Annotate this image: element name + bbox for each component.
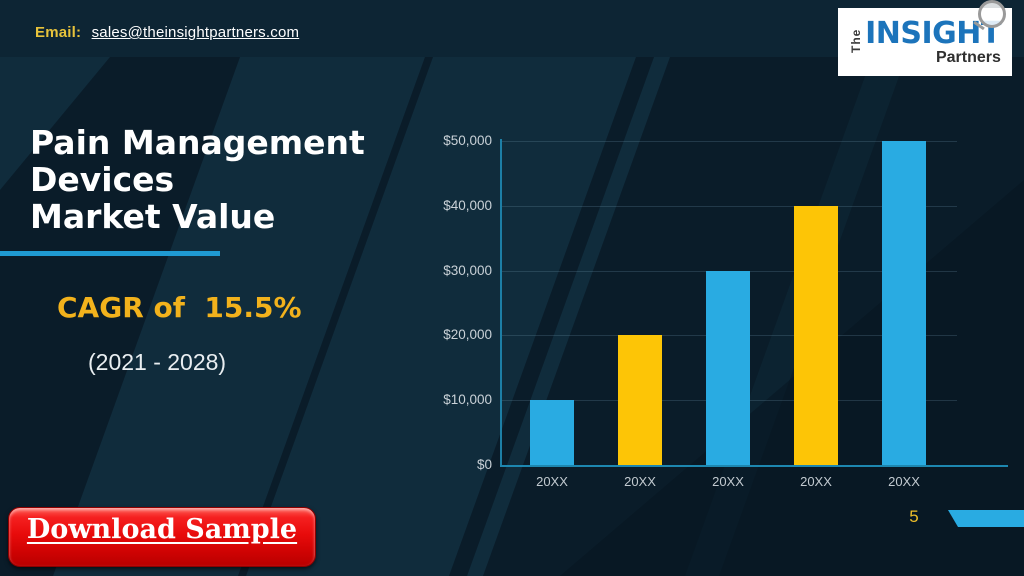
y-axis-line bbox=[500, 139, 502, 467]
forecast-period: (2021 - 2028) bbox=[88, 349, 227, 375]
x-axis-tick-label: 20XX bbox=[712, 474, 744, 489]
gridline bbox=[500, 205, 957, 207]
company-logo: The INSIGHT Partners bbox=[838, 0, 1012, 76]
page-number: 5 bbox=[909, 507, 919, 526]
x-axis-tick-label: 20XX bbox=[536, 474, 568, 489]
bar bbox=[794, 205, 838, 465]
footer-ribbon bbox=[948, 510, 1024, 527]
logo-word-the: The bbox=[849, 28, 864, 53]
x-axis-tick-label: 20XX bbox=[624, 474, 656, 489]
title-line-2: Devices bbox=[30, 160, 175, 199]
bar-chart: $0 $10,000 $20,000 $30,000 $40,000 $50,000 20X… bbox=[430, 125, 1016, 505]
y-axis-tick-label: $40,000 bbox=[443, 197, 492, 213]
bar bbox=[530, 400, 574, 465]
y-axis-tick-label: $30,000 bbox=[443, 262, 492, 278]
gridline bbox=[500, 141, 957, 142]
y-axis-tick-label: $10,000 bbox=[443, 392, 492, 408]
email-link[interactable]: sales@theinsightpartners.com bbox=[91, 24, 300, 41]
title-line-1: Pain Management bbox=[30, 123, 365, 162]
x-axis-tick-label: 20XX bbox=[800, 474, 832, 489]
magnifier-icon bbox=[978, 0, 1006, 28]
bar bbox=[706, 270, 750, 465]
cagr-value: CAGR of 15.5% bbox=[57, 291, 302, 324]
email-line: Email: sales@theinsightpartners.com bbox=[35, 24, 299, 41]
title-line-3: Market Value bbox=[30, 197, 276, 236]
bar bbox=[882, 141, 926, 465]
download-sample-button[interactable]: Download Sample bbox=[8, 507, 316, 567]
y-axis-tick-label: $0 bbox=[476, 457, 492, 472]
logo-word-partners: Partners bbox=[935, 48, 1001, 66]
page-title: Pain Management Devices Market Value bbox=[30, 124, 365, 235]
y-axis-tick-label: $20,000 bbox=[443, 327, 492, 343]
x-axis-line bbox=[500, 465, 1008, 467]
bar bbox=[618, 335, 662, 465]
title-underline bbox=[0, 251, 220, 256]
y-axis-tick-label: $50,000 bbox=[443, 133, 492, 148]
x-axis-tick-label: 20XX bbox=[888, 474, 920, 489]
email-label: Email: bbox=[35, 24, 82, 41]
